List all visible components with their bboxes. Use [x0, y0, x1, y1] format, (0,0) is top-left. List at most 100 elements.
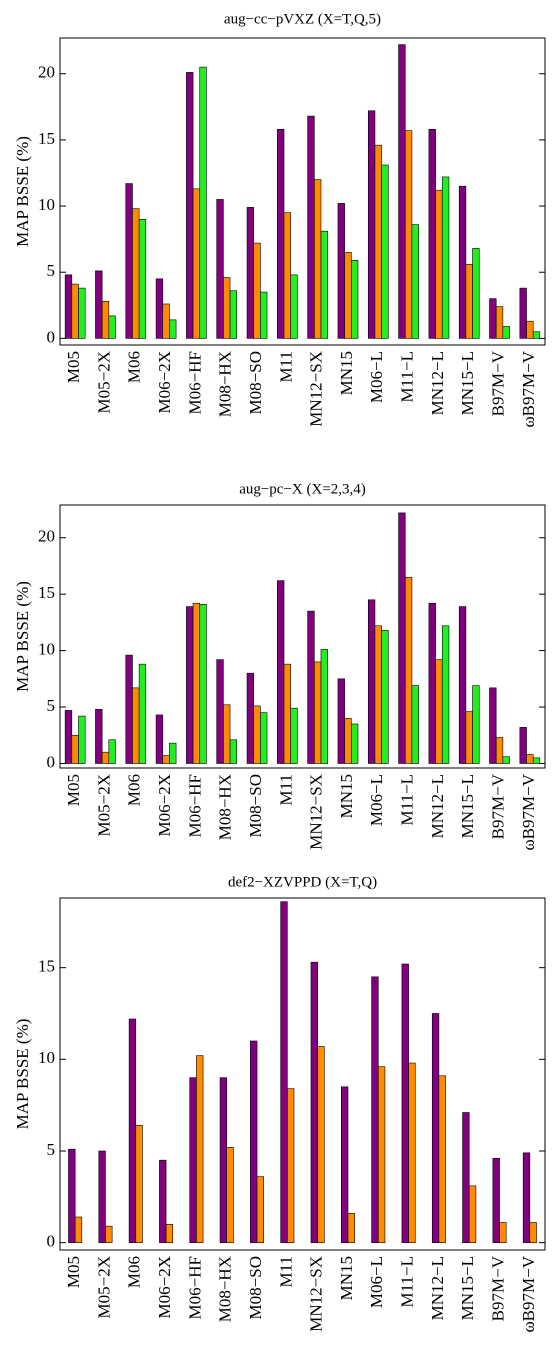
chart-title: aug−cc−pVXZ (X=T,Q,5) — [224, 11, 381, 27]
bar — [411, 685, 419, 764]
y-tick-label: 5 — [47, 261, 56, 280]
bar — [260, 291, 268, 339]
bar — [374, 625, 382, 764]
x-tick-label: B97M−V — [488, 350, 507, 416]
bar — [428, 129, 436, 339]
bar — [441, 176, 450, 339]
bar — [307, 115, 315, 339]
x-tick-label: ωB97M−V — [519, 350, 538, 427]
y-tick-label: 5 — [47, 1140, 56, 1159]
bar — [526, 320, 534, 339]
bar — [71, 734, 79, 764]
bar — [199, 604, 207, 764]
y-tick-label: 10 — [38, 1048, 55, 1067]
plot-frame — [59, 897, 546, 1251]
bar — [465, 711, 473, 764]
bar — [189, 1077, 197, 1243]
bar — [280, 901, 288, 1243]
bar — [199, 66, 207, 339]
bar — [502, 326, 510, 339]
x-tick-label: M11 — [276, 1256, 295, 1288]
bar — [374, 144, 382, 339]
y-tick-label: 15 — [38, 129, 55, 148]
x-tick-label: B97M−V — [488, 1255, 507, 1321]
bar — [132, 208, 140, 339]
bar — [132, 687, 140, 764]
bar — [377, 1066, 386, 1243]
bar — [472, 685, 480, 764]
bar — [283, 663, 291, 764]
bar — [472, 248, 480, 339]
bar — [64, 710, 73, 764]
bar — [431, 1013, 440, 1243]
bar — [290, 274, 298, 339]
bar — [337, 678, 345, 764]
bar — [438, 1075, 446, 1243]
x-tick-label: MN15−L — [458, 774, 477, 838]
bar — [526, 754, 534, 764]
bar — [135, 1125, 143, 1243]
bar — [223, 704, 231, 764]
x-tick-label: MN12−SX — [307, 1256, 326, 1332]
bar — [101, 751, 110, 764]
bar — [408, 1062, 416, 1243]
bar — [223, 277, 231, 339]
bar — [246, 672, 254, 764]
bar — [441, 625, 450, 764]
x-tick-label: M06−L — [367, 1256, 386, 1308]
x-tick-label: M05−2X — [94, 774, 113, 836]
y-tick-label: 5 — [47, 696, 56, 715]
bar — [492, 1158, 500, 1243]
bar — [411, 224, 419, 339]
bar — [290, 707, 298, 764]
y-axis-label: MAP BSSE (%) — [13, 136, 32, 247]
x-tick-label: M05−2X — [94, 1256, 113, 1318]
x-tick-label: M06−HF — [185, 351, 204, 414]
bar — [381, 629, 389, 764]
bar — [499, 1222, 507, 1243]
y-tick-label: 20 — [38, 527, 55, 546]
bar — [250, 1040, 258, 1243]
bar — [314, 179, 322, 339]
bar — [219, 1077, 228, 1243]
bar — [155, 714, 164, 764]
x-tick-label: M06−2X — [155, 774, 174, 836]
x-tick-label: M06 — [125, 351, 144, 383]
bar — [519, 727, 527, 764]
x-tick-label: MN15 — [337, 1256, 356, 1300]
bar — [435, 189, 443, 339]
bar — [502, 756, 510, 764]
bar — [522, 1152, 531, 1243]
bar — [78, 287, 86, 339]
x-tick-label: M05 — [64, 774, 83, 806]
x-tick-label: M05 — [64, 1256, 83, 1288]
x-tick-label: M06−L — [367, 774, 386, 826]
bar — [277, 129, 285, 339]
y-axis-label: MAP BSSE (%) — [13, 581, 32, 692]
bar — [320, 230, 328, 339]
x-tick-label: M11 — [276, 774, 295, 806]
bar — [347, 1213, 355, 1243]
y-tick-label: 20 — [38, 63, 55, 82]
bar — [465, 263, 473, 339]
bar — [253, 705, 261, 764]
bar — [287, 1088, 295, 1243]
bar — [529, 1222, 537, 1243]
y-tick-label: 15 — [38, 583, 55, 602]
y-tick-label: 10 — [38, 640, 55, 659]
bar — [95, 709, 103, 764]
x-tick-label: M05 — [64, 351, 83, 383]
x-tick-label: MN12−SX — [307, 351, 326, 427]
bar — [155, 278, 164, 339]
bar — [74, 1216, 83, 1243]
bar — [283, 212, 291, 339]
bar — [532, 757, 541, 764]
bar — [101, 301, 110, 339]
bar — [367, 599, 376, 764]
bar — [398, 512, 406, 764]
bar — [108, 315, 116, 339]
bar — [351, 260, 359, 339]
y-tick-label: 15 — [38, 957, 55, 976]
y-tick-label: 0 — [47, 327, 56, 346]
bar — [458, 606, 467, 764]
